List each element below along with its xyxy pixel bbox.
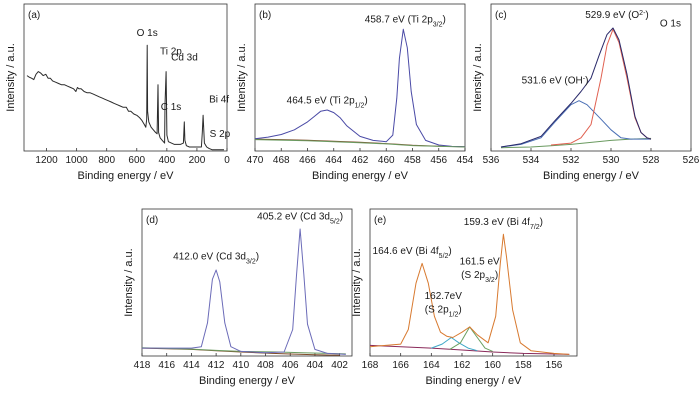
- panel-a-annotation: Cd 3d: [171, 52, 198, 63]
- panel-a-annotation: S 2p: [210, 129, 231, 140]
- panel-e-series-line-1: [431, 337, 478, 352]
- panel-e-series-line-0: [369, 344, 570, 355]
- panel-b-y-axis-title: Intensity / a.u.: [236, 43, 248, 111]
- panel-a-tick-label: 0: [224, 155, 230, 166]
- panel-c-tick-label: 532: [563, 155, 580, 166]
- panel-c-label: (c): [495, 10, 507, 21]
- panel-d-tick-label: 416: [158, 360, 175, 371]
- panel-c-y-axis-title: Intensity / a.u.: [472, 43, 484, 111]
- panel-b-tick-label: 468: [273, 155, 290, 166]
- panel-a-tick-label: 200: [189, 155, 206, 166]
- panel-c-frame: [490, 3, 692, 152]
- panel-c-tick-label: 526: [683, 155, 700, 166]
- panel-e-annotation: 161.5 eV: [460, 257, 500, 268]
- panel-d: (d) 418 416 414 412 410 408 406 404 402 Binding en…: [123, 208, 353, 387]
- panel-d-frame: [141, 208, 353, 357]
- panel-a-annotation: O 1s: [137, 28, 158, 39]
- panel-e-y-axis-title: Intensity / a.u.: [351, 248, 363, 316]
- panel-e-series-line-3: [369, 233, 570, 355]
- panel-c-tick-label: 536: [483, 155, 500, 166]
- panel-b-tick-label: 466: [299, 155, 316, 166]
- panel-b-annotation: 458.7 eV (Ti 2p3/2): [365, 15, 446, 29]
- panel-d-tick-label: 410: [232, 360, 249, 371]
- panel-b-tick-label: 470: [247, 155, 264, 166]
- panel-e-annotation: 164.6 eV (Bi 4f5/2): [373, 246, 452, 260]
- panel-a-annotation: Ti 2p: [160, 46, 182, 57]
- panel-c-series-line-1: [500, 100, 651, 148]
- panel-b-tick-label: 458: [404, 155, 421, 166]
- panel-e-frame: [369, 208, 578, 357]
- panel-b-annotation: 464.5 eV (Ti 2p1/2): [287, 95, 368, 109]
- panel-e-tick-label: 168: [362, 360, 379, 371]
- panel-d-series-line-1: [141, 347, 346, 355]
- panel-c-series-line-2: [550, 28, 652, 146]
- panel-c-tick-label: 530: [603, 155, 620, 166]
- panel-d-tick-label: 406: [282, 360, 299, 371]
- panel-d-label: (d): [146, 215, 158, 226]
- panel-e-annotation: (S 2p3/2): [461, 270, 498, 284]
- panel-b-tick-label: 464: [325, 155, 342, 166]
- panel-a-tick-label: 1200: [35, 155, 58, 166]
- panel-a-y-axis-title: Intensity / a.u.: [5, 43, 17, 111]
- panel-e-annotation: 159.3 eV (Bi 4f7/2): [464, 217, 543, 231]
- panel-a-frame: [23, 3, 228, 152]
- panel-a-label: (a): [28, 10, 40, 21]
- panel-e-annotation: 162.7eV: [425, 291, 463, 302]
- panel-e-tick-label: 166: [392, 360, 409, 371]
- panel-e-label: (e): [374, 215, 386, 226]
- panel-c-tick-label: 528: [643, 155, 660, 166]
- panel-a-x-axis-title: Binding energy / eV: [77, 170, 174, 182]
- panel-b-tick-label: 462: [352, 155, 369, 166]
- panel-e-tick-label: 156: [546, 360, 563, 371]
- panel-e-annotation: (S 2p1/2): [425, 304, 462, 318]
- panel-e-tick-label: 158: [515, 360, 532, 371]
- panel-d-series-line-2: [142, 228, 346, 355]
- panel-d-tick-label: 418: [134, 360, 151, 371]
- panel-c-series-line-0: [500, 137, 652, 149]
- panel-c-annotation: O 1s: [660, 19, 681, 30]
- panel-d-tick-label: 404: [307, 360, 324, 371]
- panel-a-tick-label: 600: [128, 155, 145, 166]
- panel-e-tick-label: 160: [484, 360, 501, 371]
- panel-a-annotation: Bi 4f: [209, 95, 229, 106]
- panel-b-series-line-2: [254, 139, 466, 148]
- panel-c-x-axis-title: Binding energy / eV: [543, 170, 640, 182]
- panel-c-annotation: 529.9 eV (O2-): [585, 9, 649, 21]
- panel-d-annotation: 412.0 eV (Cd 3d3/2): [173, 251, 259, 265]
- panel-b-series-line-1: [254, 28, 466, 148]
- panel-a-series-line-0: [26, 44, 224, 151]
- panel-b-x-axis-title: Binding energy / eV: [312, 170, 409, 182]
- panel-e: (e) 168 166 164 162 160 158 156 Binding energy /…: [351, 208, 578, 387]
- panel-e-tick-label: 164: [423, 360, 440, 371]
- panel-d-x-axis-title: Binding energy / eV: [199, 375, 296, 387]
- panel-b-label: (b): [259, 10, 271, 21]
- panel-e-x-axis-title: Binding energy / eV: [425, 375, 522, 387]
- panel-a-tick-label: 800: [98, 155, 115, 166]
- panel-c-annotation: 531.6 eV (OH-): [522, 75, 589, 87]
- panel-c-tick-label: 534: [523, 155, 540, 166]
- panel-a-tick-label: 400: [159, 155, 176, 166]
- panel-a-tick-label: 1000: [66, 155, 89, 166]
- panel-d-tick-label: 412: [208, 360, 225, 371]
- panel-d-tick-label: 402: [331, 360, 348, 371]
- panel-a: (a) 1200 1000 800 600 400 200 0 Binding energy /…: [5, 3, 231, 182]
- panel-e-series-line-2: [449, 326, 493, 352]
- panel-b-tick-label: 460: [378, 155, 395, 166]
- panel-c-series-line-3: [500, 27, 652, 148]
- panel-d-y-axis-title: Intensity / a.u.: [123, 248, 135, 316]
- panel-d-annotation: 405.2 eV (Cd 3d5/2): [257, 212, 343, 226]
- panel-d-tick-label: 408: [257, 360, 274, 371]
- panel-a-annotation: C 1s: [161, 102, 182, 113]
- panel-b: (b) 470 468 466 464 462 460 458 456 454 Binding en…: [236, 3, 474, 182]
- panel-e-tick-label: 162: [454, 360, 471, 371]
- panel-d-tick-label: 414: [183, 360, 200, 371]
- panel-c: (c) 536 534 532 530 528 526 Binding energy / eV…: [472, 3, 700, 182]
- panel-b-tick-label: 454: [457, 155, 474, 166]
- panel-b-tick-label: 456: [430, 155, 447, 166]
